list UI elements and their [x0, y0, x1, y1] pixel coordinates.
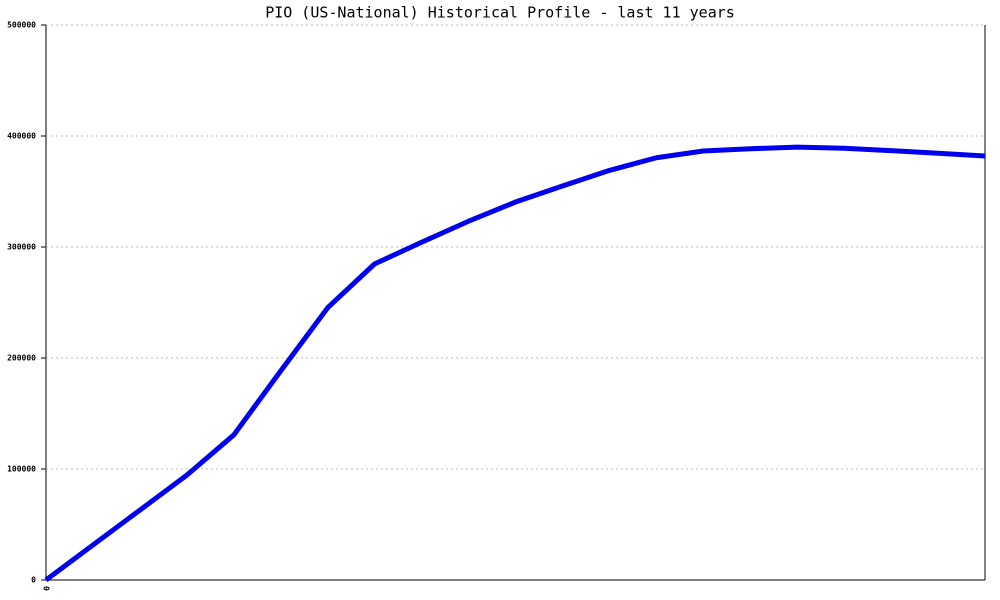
x-tick-label: 0 — [42, 586, 51, 591]
chart-title: PIO (US-National) Historical Profile - l… — [265, 4, 735, 22]
y-tick-label: 400000 — [7, 132, 36, 141]
y-tick-label: 0 — [31, 576, 36, 585]
y-tick-label: 100000 — [7, 465, 36, 474]
y-tick-label: 200000 — [7, 354, 36, 363]
y-tick-label: 300000 — [7, 243, 36, 252]
y-tick-label: 500000 — [7, 21, 36, 30]
data-line — [44, 144, 986, 583]
